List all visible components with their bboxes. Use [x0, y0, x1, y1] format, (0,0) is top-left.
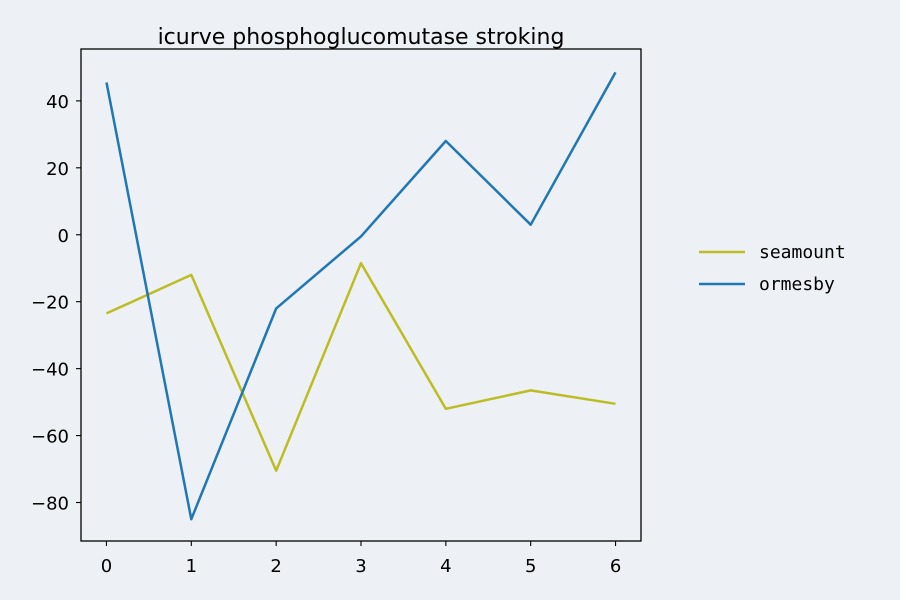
- y-tick-label: 40: [46, 92, 69, 113]
- legend-label: seamount: [759, 242, 846, 263]
- y-tick-label: −20: [31, 293, 69, 314]
- plot-area: [80, 48, 642, 542]
- x-tick-label: 2: [270, 556, 281, 577]
- y-tick-label: 20: [46, 159, 69, 180]
- series-layer: [105, 71, 617, 521]
- y-tick-label: 0: [58, 226, 69, 247]
- chart-title: icurve phosphoglucomutase stroking: [158, 25, 565, 50]
- y-tick-label: −40: [31, 360, 69, 381]
- legend: seamount ormesby: [699, 242, 846, 295]
- x-tick-label: 3: [355, 556, 366, 577]
- x-axis: 0 1 2 3 4 5 6: [101, 541, 621, 577]
- x-tick-label: 5: [525, 556, 536, 577]
- series-line-seamount: [105, 261, 616, 472]
- x-tick-label: 4: [440, 556, 451, 577]
- y-axis: 40 20 0 −20 −40 −60 −80: [31, 92, 81, 515]
- y-tick-label: −60: [31, 427, 69, 448]
- legend-label: ormesby: [759, 274, 835, 295]
- x-tick-label: 1: [186, 556, 197, 577]
- y-tick-label: −80: [31, 494, 69, 515]
- x-tick-label: 6: [610, 556, 621, 577]
- series-line-ormesby: [105, 71, 617, 521]
- x-tick-label: 0: [101, 556, 112, 577]
